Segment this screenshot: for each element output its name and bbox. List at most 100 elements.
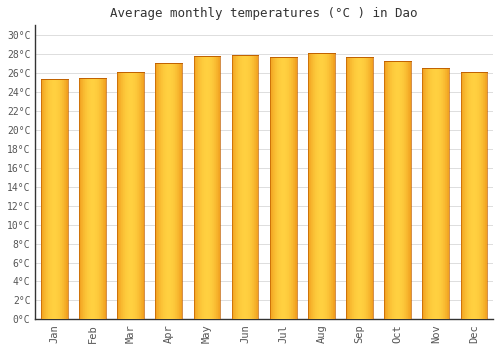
Bar (395, 61, 396, 320)
Bar (427, 68, 428, 320)
Bar (439, 68, 440, 320)
Bar (232, 55, 233, 320)
Bar (199, 56, 200, 320)
Bar (410, 61, 411, 320)
Bar (64, 79, 65, 320)
Bar (257, 55, 258, 320)
Bar (250, 55, 251, 320)
Bar (173, 63, 174, 320)
Bar (358, 57, 359, 320)
Bar (254, 55, 255, 320)
Bar (394, 61, 395, 320)
Bar (132, 72, 134, 320)
Bar (286, 57, 288, 320)
Bar (65, 79, 66, 320)
Bar (235, 55, 236, 320)
Bar (89, 78, 90, 320)
Bar (392, 61, 393, 320)
Bar (422, 68, 423, 320)
Bar (86, 78, 87, 320)
Bar (247, 55, 248, 320)
Bar (310, 53, 312, 320)
Bar (466, 72, 468, 320)
Bar (273, 57, 274, 320)
Bar (425, 68, 426, 320)
Bar (81, 78, 82, 320)
Bar (396, 61, 397, 320)
Bar (212, 56, 213, 320)
Bar (168, 63, 169, 320)
Bar (100, 78, 101, 320)
Bar (240, 55, 241, 320)
Bar (163, 63, 164, 320)
Bar (101, 78, 102, 320)
Bar (460, 72, 462, 320)
Bar (237, 55, 238, 320)
Bar (159, 63, 160, 320)
Bar (399, 61, 400, 320)
Bar (97, 78, 98, 320)
Bar (404, 61, 405, 320)
Bar (57, 79, 58, 320)
Bar (436, 68, 437, 320)
Bar (46, 79, 47, 320)
Bar (66, 79, 67, 320)
Bar (142, 72, 144, 320)
Bar (330, 53, 332, 320)
Bar (409, 61, 410, 320)
Bar (200, 56, 201, 320)
Bar (464, 72, 466, 320)
Bar (216, 56, 217, 320)
Bar (170, 63, 171, 320)
Bar (179, 63, 180, 320)
Bar (277, 57, 278, 320)
Bar (158, 63, 159, 320)
Bar (424, 68, 425, 320)
Bar (128, 72, 130, 320)
Bar (362, 57, 363, 320)
Bar (157, 63, 158, 320)
Bar (384, 61, 385, 320)
Bar (93, 78, 94, 320)
Bar (371, 57, 372, 320)
Bar (447, 68, 448, 320)
Bar (312, 53, 314, 320)
Bar (233, 55, 234, 320)
Bar (429, 68, 430, 320)
Bar (45, 79, 46, 320)
Bar (246, 55, 247, 320)
Bar (214, 56, 215, 320)
Bar (270, 57, 271, 320)
Bar (53, 79, 54, 320)
Bar (140, 72, 141, 320)
Bar (92, 78, 93, 320)
Bar (118, 72, 120, 320)
Bar (42, 79, 43, 320)
Bar (61, 79, 62, 320)
Bar (156, 63, 157, 320)
Bar (361, 57, 362, 320)
Bar (161, 63, 162, 320)
Bar (365, 57, 366, 320)
Bar (350, 57, 351, 320)
Bar (167, 63, 168, 320)
Bar (272, 57, 273, 320)
Bar (445, 68, 446, 320)
Bar (90, 78, 91, 320)
Bar (405, 61, 406, 320)
Bar (408, 61, 409, 320)
Bar (67, 79, 68, 320)
Bar (428, 68, 429, 320)
Bar (195, 56, 196, 320)
Bar (284, 57, 286, 320)
Bar (87, 78, 88, 320)
Bar (238, 55, 239, 320)
Bar (60, 79, 61, 320)
Bar (482, 72, 484, 320)
Bar (292, 57, 294, 320)
Bar (280, 57, 281, 320)
Bar (172, 63, 173, 320)
Bar (252, 55, 253, 320)
Bar (197, 56, 198, 320)
Bar (402, 61, 403, 320)
